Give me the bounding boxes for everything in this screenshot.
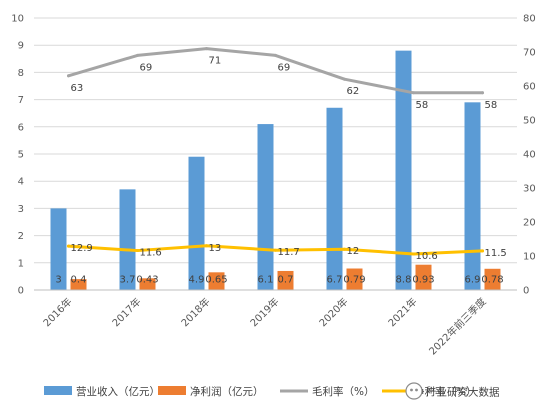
line-data-label: 12: [347, 246, 360, 257]
bar: [50, 208, 67, 290]
y-right-tick-label: 10: [523, 252, 536, 263]
x-tick-label: 2021年: [385, 295, 419, 329]
y-left-tick-label: 0: [18, 286, 24, 297]
y-right-tick-label: 50: [523, 116, 536, 127]
line-data-label: 69: [278, 62, 291, 73]
line-data-label: 10.6: [416, 251, 438, 262]
y-right-tick-label: 40: [523, 150, 536, 161]
bar-data-label: 0.7: [278, 275, 294, 286]
y-right-tick-label: 60: [523, 82, 536, 93]
line-data-label: 62: [347, 86, 360, 97]
bar-data-label: 6.7: [327, 275, 343, 286]
bar: [326, 107, 343, 290]
x-tick-label: 2020年: [316, 295, 350, 329]
bar-data-label: 6.1: [258, 275, 274, 286]
bar: [208, 272, 225, 290]
x-tick-label: 2022年前三季度: [426, 295, 489, 358]
y-right-tick-label: 70: [523, 48, 536, 59]
line-data-label: 69: [140, 62, 153, 73]
bar-data-label: 0.4: [71, 275, 87, 286]
line-data-label: 11.5: [485, 248, 507, 259]
y-left-tick-label: 2: [18, 231, 24, 242]
bar-data-label: 3.7: [120, 275, 136, 286]
bar-data-label: 4.9: [189, 275, 205, 286]
legend-entry: 净利润（亿元）: [190, 385, 264, 398]
line-data-label: 11.6: [140, 248, 162, 259]
line-point: [412, 252, 415, 256]
y-left-tick-label: 4: [18, 177, 24, 188]
y-left-tick-label: 6: [18, 122, 24, 133]
watermark-logo-eye-icon: [410, 388, 413, 392]
line-data-label: 11.7: [278, 247, 300, 258]
y-left-tick-label: 5: [18, 150, 24, 161]
bar: [395, 50, 412, 290]
line-point: [67, 244, 70, 248]
y-left-tick-label: 7: [18, 95, 24, 106]
bar: [70, 279, 87, 290]
line-data-label: 63: [71, 83, 84, 94]
watermark-logo-eye-icon: [415, 388, 418, 392]
bar: [346, 268, 363, 290]
line-point: [274, 53, 277, 57]
line-point: [205, 244, 208, 248]
line-point: [481, 91, 484, 95]
legend-swatch: [44, 386, 72, 395]
bar-data-label: 8.8: [396, 275, 412, 286]
y-right-tick-label: 0: [523, 286, 529, 297]
bar: [464, 102, 481, 290]
x-tick-label: 2016年: [40, 295, 74, 329]
y-left-tick-label: 1: [18, 258, 24, 269]
bar: [277, 270, 294, 290]
line-point: [481, 249, 484, 253]
legend-entry: 营业收入（亿元）: [76, 385, 160, 398]
bar: [119, 189, 136, 290]
bar: [484, 268, 501, 290]
line-point: [343, 77, 346, 81]
bar-data-label: 0.65: [205, 275, 227, 286]
line-point: [67, 74, 70, 78]
line-data-label: 58: [485, 100, 498, 111]
legend-entry: 毛利率（%）: [312, 385, 374, 398]
bar: [415, 264, 432, 290]
watermark-text: 产业研究大数据: [426, 386, 500, 399]
bar: [139, 278, 156, 290]
line-point: [205, 47, 208, 51]
line-data-label: 71: [209, 56, 222, 67]
line-point: [412, 91, 415, 95]
line-data-label: 13: [209, 243, 222, 254]
line-point: [136, 53, 139, 57]
bar-data-label: 3: [55, 275, 61, 286]
line-data-label: 58: [416, 100, 429, 111]
x-tick-label: 2018年: [178, 295, 212, 329]
y-right-tick-label: 30: [523, 184, 536, 195]
legend-swatch: [158, 386, 186, 395]
bar: [257, 124, 274, 290]
y-right-tick-label: 80: [523, 14, 536, 25]
watermark-logo-icon: [405, 382, 423, 400]
bar-data-label: 0.78: [481, 275, 503, 286]
line-point: [343, 247, 346, 251]
y-right-tick-label: 20: [523, 218, 536, 229]
line-point: [274, 248, 277, 252]
bar-data-label: 0.93: [412, 275, 434, 286]
x-tick-label: 2019年: [247, 295, 281, 329]
y-left-tick-label: 8: [18, 68, 24, 79]
line-point: [136, 249, 139, 253]
bar-data-label: 0.79: [343, 275, 365, 286]
y-left-tick-label: 9: [18, 41, 24, 52]
y-left-tick-label: 3: [18, 204, 24, 215]
bar-data-label: 6.9: [465, 275, 481, 286]
y-left-tick-label: 10: [11, 14, 24, 25]
bar-data-label: 0.43: [136, 275, 158, 286]
bar: [188, 156, 205, 290]
legend-entry: 净利率（%）: [414, 385, 476, 398]
line-data-label: 12.9: [71, 243, 93, 254]
x-tick-label: 2017年: [109, 295, 143, 329]
